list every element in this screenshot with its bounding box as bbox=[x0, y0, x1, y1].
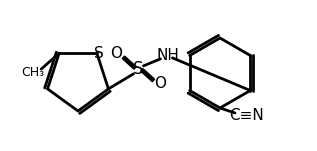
Text: O: O bbox=[110, 46, 122, 61]
Text: CH₃: CH₃ bbox=[22, 66, 45, 79]
Text: NH: NH bbox=[157, 48, 180, 63]
Text: O: O bbox=[154, 76, 166, 91]
Text: S: S bbox=[133, 60, 144, 78]
Text: C≡N: C≡N bbox=[230, 108, 264, 122]
Text: S: S bbox=[94, 46, 104, 61]
